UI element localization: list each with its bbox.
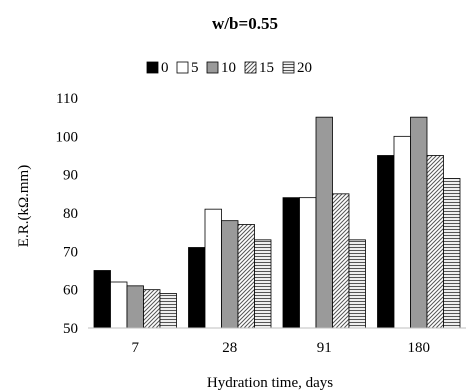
y-tick-label: 110 [56,91,78,107]
x-tick-label: 180 [408,340,431,356]
bar-10-7 [126,285,144,329]
chart-title: w/b=0.55 [212,14,278,33]
bar-5-180 [393,135,411,329]
x-tick-label: 91 [317,340,332,356]
legend-label-20: 20 [297,60,312,76]
legend-swatch-10 [206,61,219,74]
bar-0-7 [93,270,111,329]
bar-5-28 [204,208,222,329]
x-tick-label: 28 [222,340,237,356]
bar-15-7 [143,289,161,329]
y-axis-label: E.R.(kΩ.mm) [16,165,32,247]
x-axis-ticks: 7 28 91 180 [132,340,431,356]
bar-5-91 [299,197,317,329]
bar-10-180 [410,116,428,329]
bar-0-28 [188,247,206,329]
bars [93,116,461,329]
bar-5-7 [110,281,128,329]
legend-label-5: 5 [191,60,199,76]
bar-15-28 [237,224,255,329]
bar-20-28 [254,239,272,329]
bar-0-91 [282,197,300,329]
y-axis-ticks: 50 60 70 80 90 100 110 [56,91,79,337]
bar-15-180 [426,155,444,329]
bar-0-180 [377,155,395,329]
legend-swatch-0 [146,61,159,74]
y-tick-label: 80 [63,206,78,222]
legend-swatch-5 [176,61,189,74]
legend-label-0: 0 [161,60,169,76]
legend-swatch-20 [282,61,295,74]
y-tick-label: 50 [63,321,78,337]
legend-label-15: 15 [259,60,274,76]
y-tick-label: 100 [56,129,79,145]
bar-20-91 [348,239,366,329]
bar-10-28 [221,220,239,329]
bar-15-91 [332,193,350,329]
bar-20-7 [159,293,177,329]
x-tick-label: 7 [132,340,140,356]
legend: 0 5 10 15 20 [146,60,312,76]
bar-10-91 [315,116,333,329]
legend-swatch-15 [244,61,257,74]
y-tick-label: 70 [63,244,78,260]
legend-label-10: 10 [221,60,236,76]
y-tick-label: 90 [63,168,78,184]
bar-20-180 [443,178,461,329]
x-axis-label: Hydration time, days [207,375,333,391]
y-tick-label: 60 [63,283,78,299]
